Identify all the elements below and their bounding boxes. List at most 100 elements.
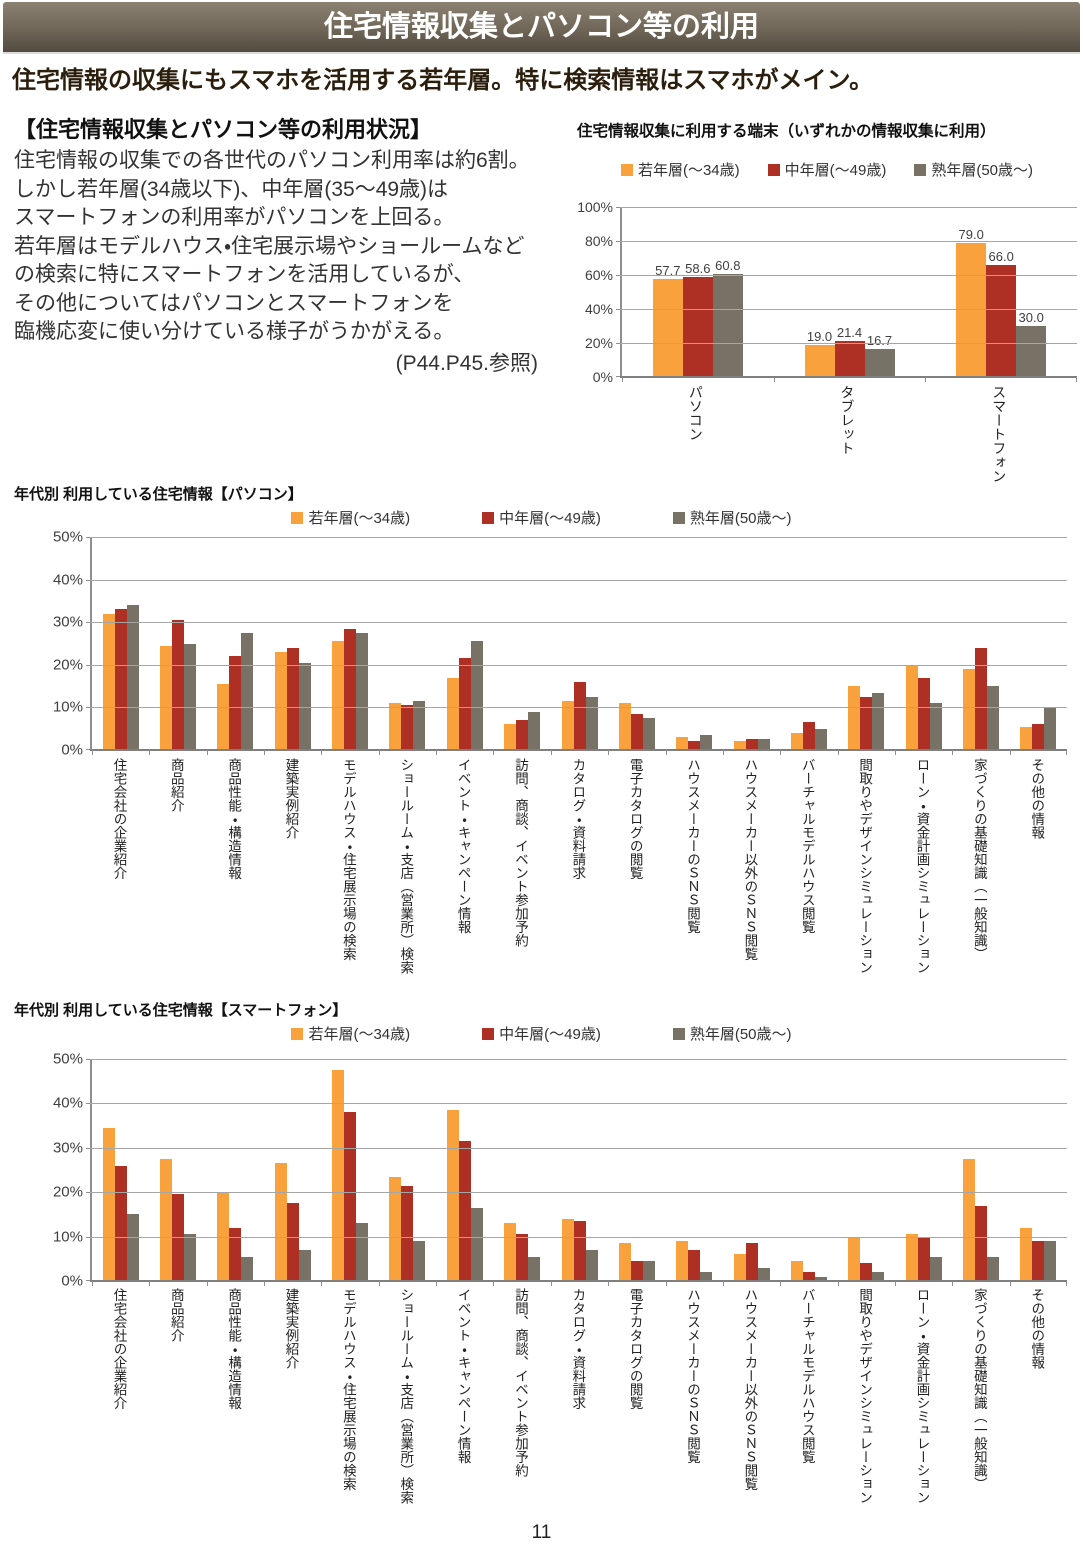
bar	[963, 1158, 976, 1281]
x-axis-tick	[1009, 750, 1011, 755]
gridline	[86, 1192, 1067, 1194]
bar-group	[551, 537, 608, 750]
legend-item: 中年層(～49歳)	[767, 159, 887, 180]
y-axis-label: 40%	[52, 1094, 83, 1112]
category-label: 間取りやデザインシミュレーション	[836, 1288, 893, 1504]
bar	[676, 737, 689, 750]
bar-group	[838, 537, 895, 750]
bar	[446, 1110, 459, 1281]
category-label: ショールーム・支店（営業所）検索	[377, 1288, 434, 1504]
x-axis-tick	[436, 750, 438, 755]
bar	[573, 681, 586, 750]
legend-swatch-icon	[914, 163, 927, 176]
bar: 30.0	[1016, 310, 1047, 377]
category-label-text: その他の情報	[1029, 758, 1045, 839]
bar: 60.8	[712, 258, 743, 377]
chart-title: 年代別 利用している住宅情報【パソコン】	[14, 486, 303, 503]
gridline	[616, 207, 1077, 208]
bar	[229, 656, 242, 750]
bar-group	[264, 1059, 321, 1281]
lead-text: 住宅情報の収集にもスマホを活用する若年層。特に検索情報はスマホがメイン。	[12, 67, 874, 94]
y-axis: 50% 40% 30% 20% 10% 0%	[0, 529, 90, 759]
bar	[860, 1263, 873, 1281]
category-label: カタログ・資料請求	[549, 758, 606, 880]
bar	[975, 647, 988, 750]
y-axis-label: 20%	[52, 1183, 83, 1201]
bar	[470, 1207, 483, 1281]
x-axis-tick	[493, 750, 495, 755]
bar	[872, 1272, 885, 1281]
chart-legend: 若年層(～34歳) 中年層(～49歳) 熟年層(50歳～)	[0, 507, 1083, 528]
x-axis-tick	[665, 1281, 667, 1286]
bar-group	[780, 1059, 837, 1281]
gridline	[86, 1103, 1067, 1105]
bar	[504, 724, 517, 750]
category-label: ハウスメーカー以外のＳＮＳ閲覧	[721, 1288, 778, 1491]
bar-group	[608, 1059, 665, 1281]
category-label: ハウスメーカーのＳＮＳ閲覧	[664, 758, 721, 934]
gridline	[86, 622, 1067, 624]
y-axis-label: 40%	[584, 301, 613, 317]
bar	[676, 1241, 689, 1281]
legend-label: 熟年層(50歳～)	[689, 510, 792, 527]
page-title: 住宅情報収集とパソコン等の利用	[3, 2, 1080, 54]
category-label: 電子カタログの閲覧	[606, 1288, 663, 1410]
category-label-text: ローン・資金計画シミュレーション	[914, 758, 930, 974]
category-label-text: 訪問、商談、イベント参加予約	[512, 1288, 528, 1477]
x-axis-tick	[321, 750, 323, 755]
category-label-text: 建築実例紹介	[283, 758, 299, 839]
category-label: 商品性能・構造情報	[205, 1288, 262, 1410]
gridline	[616, 343, 1077, 344]
category-label-text: スマートフォン	[991, 385, 1008, 483]
bar-group	[838, 1059, 895, 1281]
legend-label: 若年層(～34歳)	[308, 1026, 411, 1043]
bar	[516, 1234, 529, 1281]
data-label: 60.8	[715, 257, 741, 273]
data-label: 30.0	[1018, 310, 1044, 325]
category-label: その他の情報	[1008, 1288, 1065, 1369]
bar-group	[321, 1059, 378, 1281]
y-axis-label: 40%	[52, 571, 83, 589]
bar-group	[551, 1059, 608, 1281]
plot-area	[86, 537, 1067, 755]
y-axis-label: 0%	[61, 741, 83, 759]
bar-group	[379, 537, 436, 750]
legend-label: 中年層(～49歳)	[784, 162, 887, 179]
category-label-text: パソコン	[687, 385, 704, 441]
plot-area: 57.7 58.6 60.8 19.0 21.4 16.7 79.0 66.0 30.0	[616, 207, 1077, 382]
bar	[688, 741, 701, 750]
bar	[561, 1218, 574, 1281]
x-axis-tick	[722, 750, 724, 755]
data-label: 79.0	[958, 226, 984, 242]
y-axis-label: 0%	[592, 369, 613, 385]
category-label-text: イベント・キャンペーン情報	[455, 758, 471, 934]
bar	[458, 658, 471, 750]
y-axis-label: 60%	[584, 267, 613, 283]
x-axis-tick	[837, 1281, 839, 1286]
bar	[917, 677, 930, 750]
x-axis-tick	[550, 750, 552, 755]
x-axis-tick	[378, 1281, 380, 1286]
bar-group	[723, 537, 780, 750]
bar	[1044, 1241, 1057, 1281]
bar	[160, 1158, 173, 1281]
bar: 57.7	[652, 263, 683, 377]
bar	[1032, 724, 1045, 750]
category-label-text: 住宅会社の企業紹介	[111, 1288, 127, 1410]
gridline	[616, 241, 1077, 242]
legend-item: 熟年層(50歳～)	[672, 507, 792, 528]
bar	[1020, 1227, 1033, 1281]
x-axis-tick	[665, 750, 667, 755]
summary-reference-note: (P44.P45.参照)	[395, 351, 538, 375]
bar	[389, 703, 402, 750]
category-label: モデルハウス・住宅展示場の検索	[319, 1288, 376, 1491]
category-label: ハウスメーカー以外のＳＮＳ閲覧	[721, 758, 778, 961]
category-label-text: 電子カタログの閲覧	[627, 758, 643, 880]
x-axis-labels: 住宅会社の企業紹介 商品紹介 商品性能・構造情報 建築実例紹介 モデルハウス・住宅展示場…	[90, 758, 1065, 996]
bar-group	[1010, 537, 1067, 750]
gridline	[86, 749, 1067, 751]
bar	[630, 713, 643, 750]
summary-body: 住宅情報の収集での各世代のパソコン利用率は約6割。 しかし若年層(34歳以下)、中…	[14, 147, 566, 347]
data-label: 21.4	[836, 324, 863, 340]
category-label: 建築実例紹介	[262, 1288, 319, 1369]
